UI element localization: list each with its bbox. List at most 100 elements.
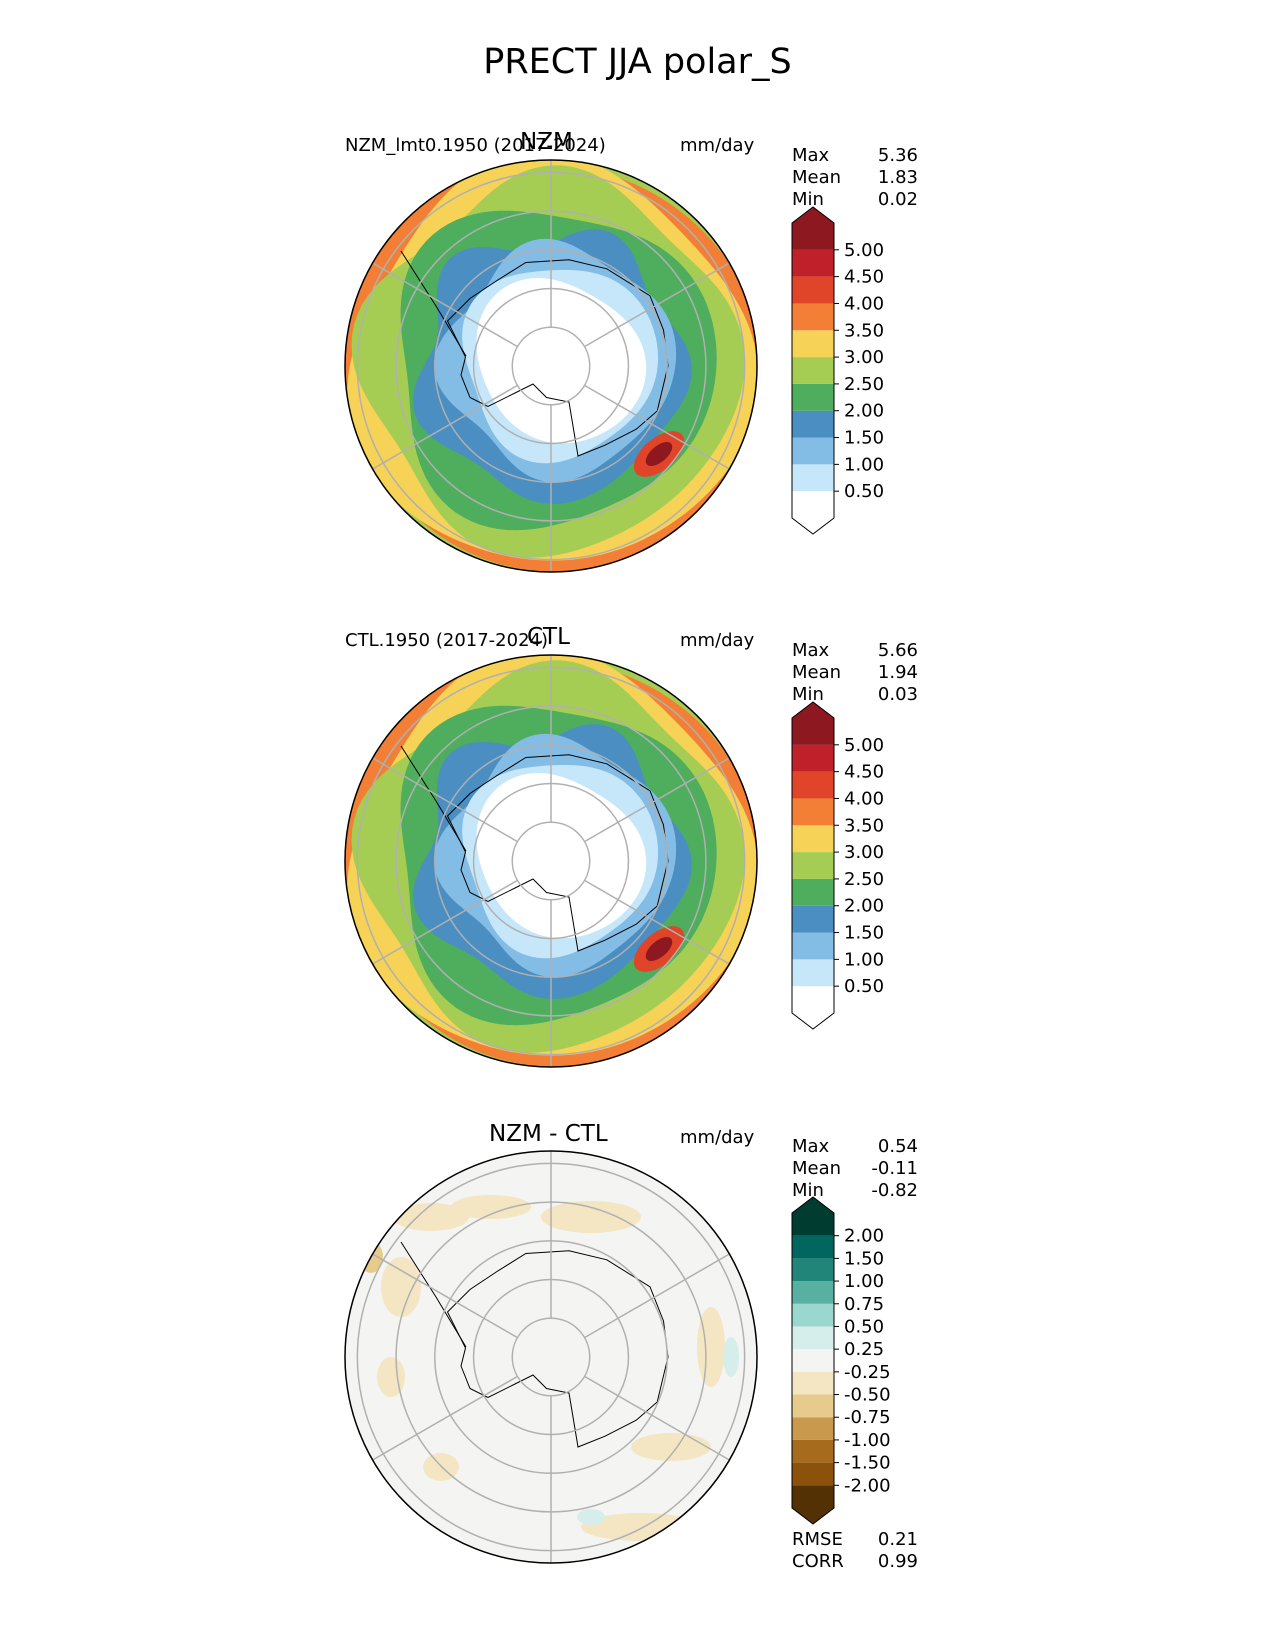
panel3-cb-tick-label-1: -1.50 bbox=[844, 1453, 891, 1474]
panel3-center-title: NZM - CTL bbox=[489, 1121, 608, 1147]
panel1-max-value: 5.36 bbox=[877, 145, 918, 166]
panel3-cb-swatch-0 bbox=[792, 1485, 834, 1524]
panel1-cb-swatch-6 bbox=[792, 330, 834, 358]
panel1-meridian-2 bbox=[584, 384, 730, 470]
panel3-cb-tick-label-3: -0.75 bbox=[844, 1407, 891, 1428]
panel1-field bbox=[345, 160, 757, 572]
panel1-cb-swatch-7 bbox=[792, 303, 834, 331]
panel1-colorbar: 0.50 1.00 1.50 2.00 2.50 3.00 3.50 4.00 4.50 5.00 bbox=[791, 206, 884, 535]
panel2-cb-swatch-5 bbox=[792, 852, 834, 879]
panel3-cb-tick-label-5: -0.25 bbox=[844, 1362, 891, 1383]
panel2-cb-swatch-2 bbox=[792, 932, 834, 960]
panel2-cb-tick-label-6: 3.50 bbox=[844, 815, 884, 836]
panel3-cb-swatch-4 bbox=[792, 1394, 834, 1418]
panel1-min-label: Min bbox=[792, 189, 824, 210]
panel2-cb-swatch-9 bbox=[792, 744, 834, 772]
panel3-anomaly-0 bbox=[393, 1203, 469, 1231]
panel2-cb-swatch-7 bbox=[792, 798, 834, 826]
panel3-anomaly-3 bbox=[451, 1195, 531, 1219]
panel1-center-title: NZM bbox=[520, 129, 573, 155]
panel3-cb-tick-label-8: 0.75 bbox=[844, 1294, 884, 1315]
panel2-max-value: 5.66 bbox=[877, 640, 918, 661]
panel2-peninsula bbox=[400, 745, 467, 852]
panel1-cb-tick-label-9: 5.00 bbox=[844, 240, 884, 261]
panel1-map-border bbox=[344, 159, 758, 573]
panel1-hotspot-core bbox=[645, 442, 673, 466]
panel2-coastline bbox=[446, 754, 669, 952]
panel2-center-title: CTL bbox=[527, 624, 570, 650]
panel3-map-border bbox=[344, 1150, 758, 1564]
figure-title: PRECT JJA polar_S bbox=[483, 42, 792, 82]
panel2-mean-label: Mean bbox=[792, 662, 842, 683]
panel3-max-value: 0.54 bbox=[877, 1136, 918, 1157]
panel3-anomaly-5 bbox=[697, 1307, 725, 1387]
panel3-cb-swatch-3 bbox=[792, 1417, 834, 1440]
panel2-cb-swatch-0 bbox=[792, 986, 834, 1029]
panel2-cb-tick-label-2: 1.50 bbox=[844, 923, 884, 944]
panel1-cb-swatch-3 bbox=[792, 410, 834, 438]
panel1-cb-tick-label-2: 1.50 bbox=[844, 428, 884, 449]
panel2-min-label: Min bbox=[792, 684, 824, 705]
panel2-hotspot-core bbox=[645, 937, 673, 961]
panel2-left-title: CTL.1950 (2017-2024) bbox=[345, 630, 549, 651]
panel3-anomaly-2 bbox=[541, 1201, 641, 1233]
panel1-cb-tick-label-1: 1.00 bbox=[844, 454, 884, 475]
panel3-anomaly-6 bbox=[377, 1357, 405, 1397]
panel1-cb-tick-label-8: 4.50 bbox=[844, 267, 884, 288]
panel3-meridian-2 bbox=[584, 1375, 730, 1461]
panel3-cb-swatch-6 bbox=[792, 1349, 834, 1372]
panel2-cb-swatch-8 bbox=[792, 771, 834, 799]
panel2-band-6 bbox=[476, 773, 647, 939]
panel3-cb-tick-label-4: -0.50 bbox=[844, 1385, 891, 1406]
panel1-cb-tick-label-6: 3.50 bbox=[844, 320, 884, 341]
panel1-cb-tick-label-5: 3.00 bbox=[844, 347, 884, 368]
panel3-cb-tick-label-11: 2.00 bbox=[844, 1226, 884, 1247]
panel1-peninsula bbox=[400, 250, 467, 357]
panel3-cb-swatch-7 bbox=[792, 1326, 834, 1350]
panel3-cb-swatch-10 bbox=[792, 1258, 834, 1282]
panel3-corr-label: CORR bbox=[792, 1551, 844, 1572]
panel1-cb-swatch-0 bbox=[792, 491, 834, 534]
panel1-cb-tick-label-7: 4.00 bbox=[844, 293, 884, 314]
panel3-mean-value: -0.11 bbox=[871, 1158, 918, 1179]
panel3-rmse-label: RMSE bbox=[792, 1529, 843, 1550]
panel2-cb-tick-label-5: 3.00 bbox=[844, 842, 884, 863]
panel2-cb-swatch-3 bbox=[792, 905, 834, 933]
panel3-mean-label: Mean bbox=[792, 1158, 842, 1179]
panel3-cb-tick-label-7: 0.50 bbox=[844, 1316, 884, 1337]
panel3-coastline bbox=[446, 1250, 669, 1448]
panel3-cb-tick-label-10: 1.50 bbox=[844, 1248, 884, 1269]
panel2-colorbar: 0.50 1.00 1.50 2.00 2.50 3.00 3.50 4.00 4.50 5.00 bbox=[791, 701, 884, 1030]
panel3-peninsula bbox=[400, 1241, 467, 1348]
panel1-left-title: NZM_lmt0.1950 (2017-2024) bbox=[345, 135, 606, 156]
panel2-cb-tick-label-1: 1.00 bbox=[844, 949, 884, 970]
panel2-cb-swatch-4 bbox=[792, 878, 834, 906]
panel2-cb-swatch-1 bbox=[792, 959, 834, 987]
panel2-cb-swatch-6 bbox=[792, 825, 834, 853]
panel2-map-border bbox=[344, 654, 758, 1068]
panel1-meridian-5 bbox=[372, 262, 518, 348]
panel1-cb-tick-label-3: 2.00 bbox=[844, 401, 884, 422]
panel3-cb-tick-label-6: 0.25 bbox=[844, 1339, 884, 1360]
panel3-field bbox=[345, 1151, 757, 1563]
panel2-map bbox=[344, 654, 758, 1068]
panel2-cb-tick-label-0: 0.50 bbox=[844, 976, 884, 997]
panel2-cb-tick-label-3: 2.00 bbox=[844, 896, 884, 917]
panel3-cb-swatch-11 bbox=[792, 1235, 834, 1259]
panel1-mean-label: Mean bbox=[792, 167, 842, 188]
panel2-max-label: Max bbox=[792, 640, 830, 661]
panel1-cb-swatch-9 bbox=[792, 249, 834, 277]
panel3-meridian-1 bbox=[584, 1253, 730, 1339]
panel3-colorbar: -2.00-1.50-1.00-0.75-0.50-0.250.250.500.… bbox=[791, 1196, 891, 1525]
panel3-corr-value: 0.99 bbox=[877, 1551, 918, 1572]
panel2-meridian-4 bbox=[372, 879, 518, 965]
panel3-cb-tick-label-9: 1.00 bbox=[844, 1271, 884, 1292]
panel1-cb-swatch-2 bbox=[792, 437, 834, 465]
panel3-cb-outline bbox=[791, 1196, 835, 1525]
panel3-units: mm/day bbox=[680, 1127, 755, 1148]
panel3-cb-tick-label-2: -1.00 bbox=[844, 1430, 891, 1451]
panel3-meridian-4 bbox=[372, 1375, 518, 1461]
panel2-mean-value: 1.94 bbox=[877, 662, 918, 683]
panel3-anomaly-4 bbox=[631, 1433, 711, 1461]
